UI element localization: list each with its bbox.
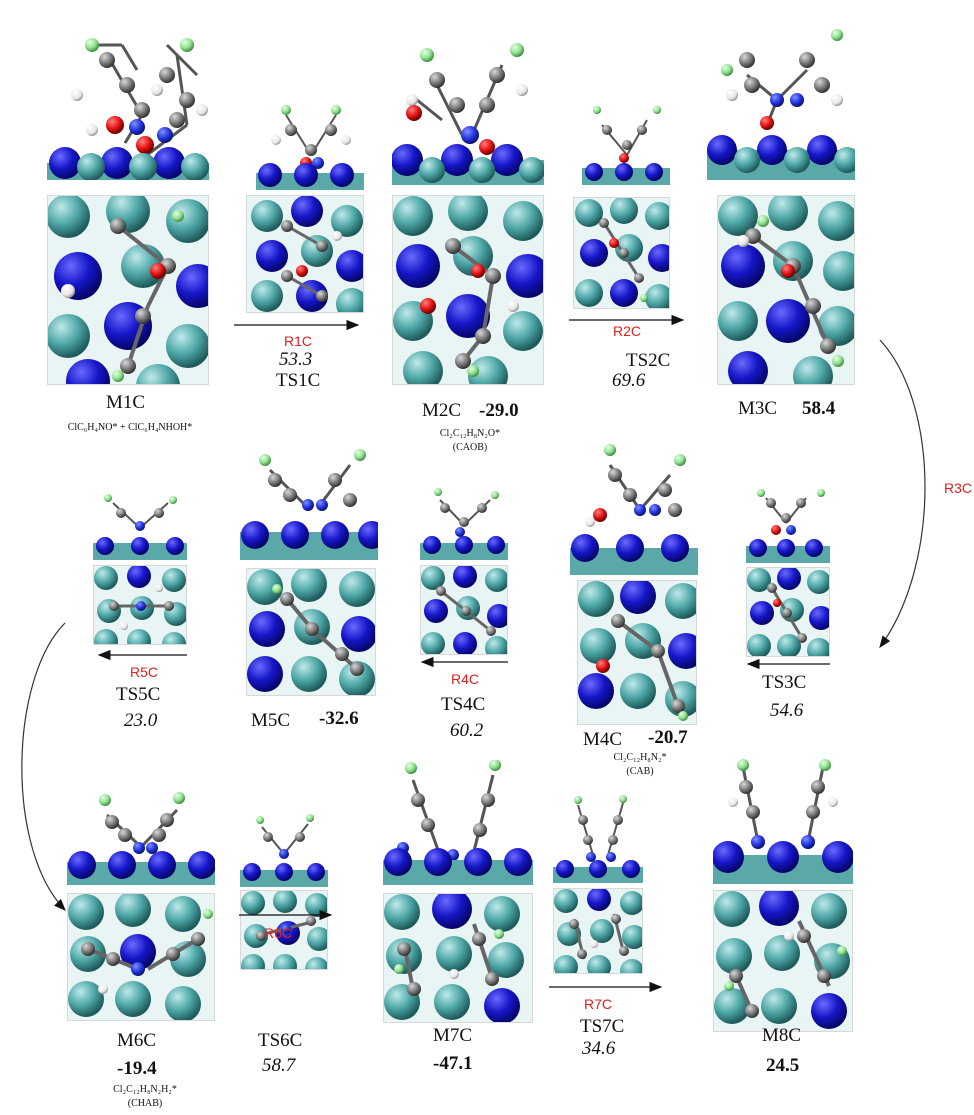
m4c-top-view — [577, 580, 697, 725]
m4c-label: M4C — [583, 729, 623, 750]
m7c-label: M7C — [433, 1025, 473, 1046]
r5c-label: R5C — [130, 664, 159, 680]
r7c-arrow — [549, 981, 663, 993]
m4c-side-view — [570, 430, 698, 575]
ts6c-label: TS6C — [258, 1030, 303, 1051]
ts1c-label: TS1C — [276, 370, 321, 391]
ts2c-top-view — [573, 197, 670, 309]
m2c-side-view — [392, 35, 544, 185]
r1c-label: R1C — [284, 333, 313, 349]
m8c-label: M8C — [762, 1025, 802, 1046]
m3c-label: M3C — [738, 398, 778, 419]
ts5c-side-view — [93, 488, 187, 560]
r4c-label: R4C — [451, 671, 480, 687]
m7c-energy: -47.1 — [433, 1053, 473, 1074]
m7c-top-view — [383, 893, 533, 1023]
ts2c-label: TS2C — [626, 350, 671, 371]
ts7c-top-view — [553, 888, 643, 974]
ts7c-side-view — [553, 795, 643, 883]
ts1c-energy: 53.3 — [279, 349, 313, 370]
ts6c-energy: 58.7 — [262, 1055, 296, 1076]
r1c-arrow — [234, 319, 360, 331]
m3c-top-view — [717, 195, 855, 385]
ts4c-side-view — [420, 480, 508, 560]
r5c-curve-arrow — [21, 622, 66, 911]
ts3c-side-view — [746, 478, 830, 563]
m5c-top-view — [246, 568, 376, 696]
m1c-formula: ClC₆H₄NO* + ClC₆H₄NHOH* — [67, 422, 193, 433]
ts4c-energy: 60.2 — [450, 720, 484, 741]
r6c-label: R6C — [264, 925, 293, 941]
r2c-arrow — [569, 314, 685, 326]
ts3c-energy: 54.6 — [770, 700, 804, 721]
m4c-abbr: (CAB) — [626, 766, 654, 777]
ts1c-top-view — [246, 195, 364, 313]
r6c-arrow — [239, 909, 333, 921]
r4c-arrow — [420, 656, 508, 668]
ts4c-top-view — [420, 565, 508, 655]
ts2c-energy: 69.6 — [612, 370, 646, 391]
m1c-top-view — [47, 195, 209, 385]
m2c-abbr: (CAOB) — [452, 442, 488, 453]
ts5c-top-view — [93, 565, 187, 645]
m3c-energy: 58.4 — [802, 398, 836, 419]
m2c-formula: Cl₂C₁₂H₈N₂O* — [439, 428, 501, 439]
ts4c-label: TS4C — [441, 694, 486, 715]
ts5c-label: TS5C — [116, 684, 161, 705]
r2c-label: R2C — [613, 323, 642, 339]
m8c-top-view — [713, 890, 853, 1032]
r3c-return-arrow — [746, 658, 830, 670]
r3c-arrow — [879, 339, 926, 648]
m6c-abbr: (CHAB) — [127, 1098, 163, 1109]
m5c-energy: -32.6 — [319, 708, 359, 729]
m5c-side-view — [240, 440, 378, 560]
ts1c-side-view — [256, 95, 364, 190]
m2c-label: M2C — [422, 400, 462, 421]
m2c-top-view — [392, 195, 544, 385]
ts6c-side-view — [240, 812, 328, 887]
m1c-label: M1C — [106, 392, 146, 413]
m7c-side-view — [383, 760, 533, 885]
ts2c-side-view — [582, 100, 670, 185]
r5c-arrow — [97, 649, 187, 661]
ts3c-top-view — [746, 567, 830, 657]
ts5c-energy: 23.0 — [124, 710, 158, 731]
m1c-side-view — [47, 15, 209, 180]
r3c-label: R3C — [944, 480, 973, 496]
m6c-energy: -19.4 — [117, 1058, 157, 1079]
m5c-label: M5C — [251, 710, 291, 731]
ts6c-top-view — [240, 890, 328, 970]
m6c-side-view — [67, 790, 215, 885]
m8c-energy: 24.5 — [766, 1055, 800, 1076]
m4c-energy: -20.7 — [648, 727, 688, 748]
ts7c-label: TS7C — [580, 1016, 625, 1037]
ts7c-energy: 34.6 — [582, 1038, 616, 1059]
m6c-label: M6C — [117, 1030, 157, 1051]
m6c-formula: Cl₂C₁₂H₈N₂H₂* — [113, 1084, 177, 1095]
ts3c-label: TS3C — [762, 672, 807, 693]
m8c-side-view — [713, 757, 853, 884]
m2c-energy: -29.0 — [479, 400, 519, 421]
m3c-side-view — [707, 15, 855, 180]
m4c-formula: Cl₂C₁₂H₈N₂* — [613, 752, 667, 763]
m6c-top-view — [67, 893, 215, 1021]
r7c-label: R7C — [584, 996, 613, 1012]
